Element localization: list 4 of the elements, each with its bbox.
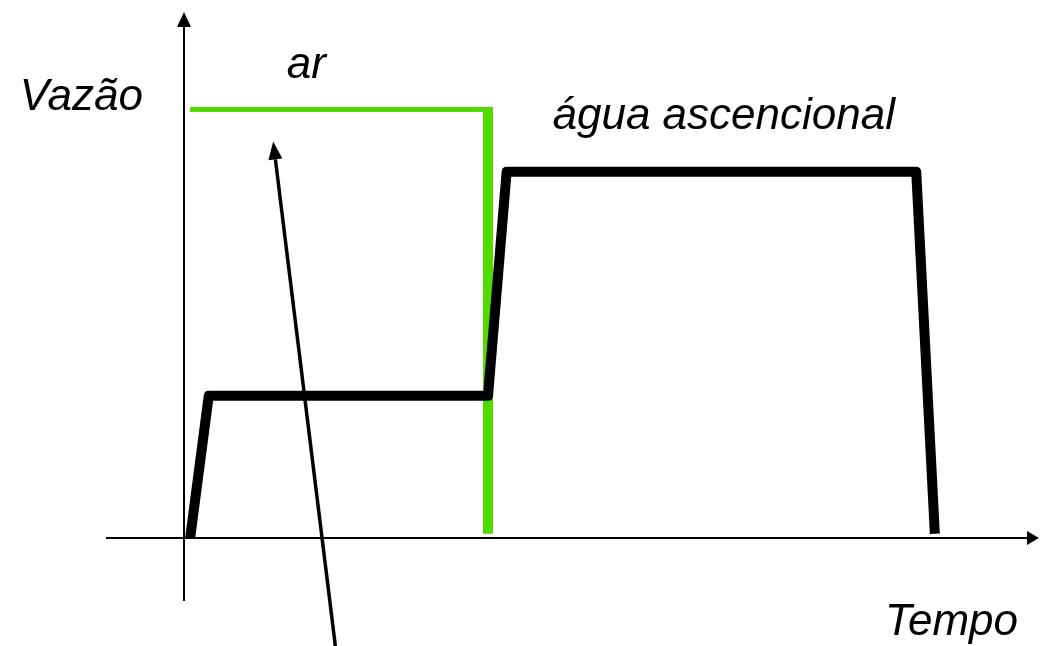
y-axis-title: Vazão [19, 70, 143, 119]
x-axis-title: Tempo [885, 595, 1018, 644]
series-label: ar [286, 38, 329, 87]
series-label: água ascencional [552, 88, 897, 138]
